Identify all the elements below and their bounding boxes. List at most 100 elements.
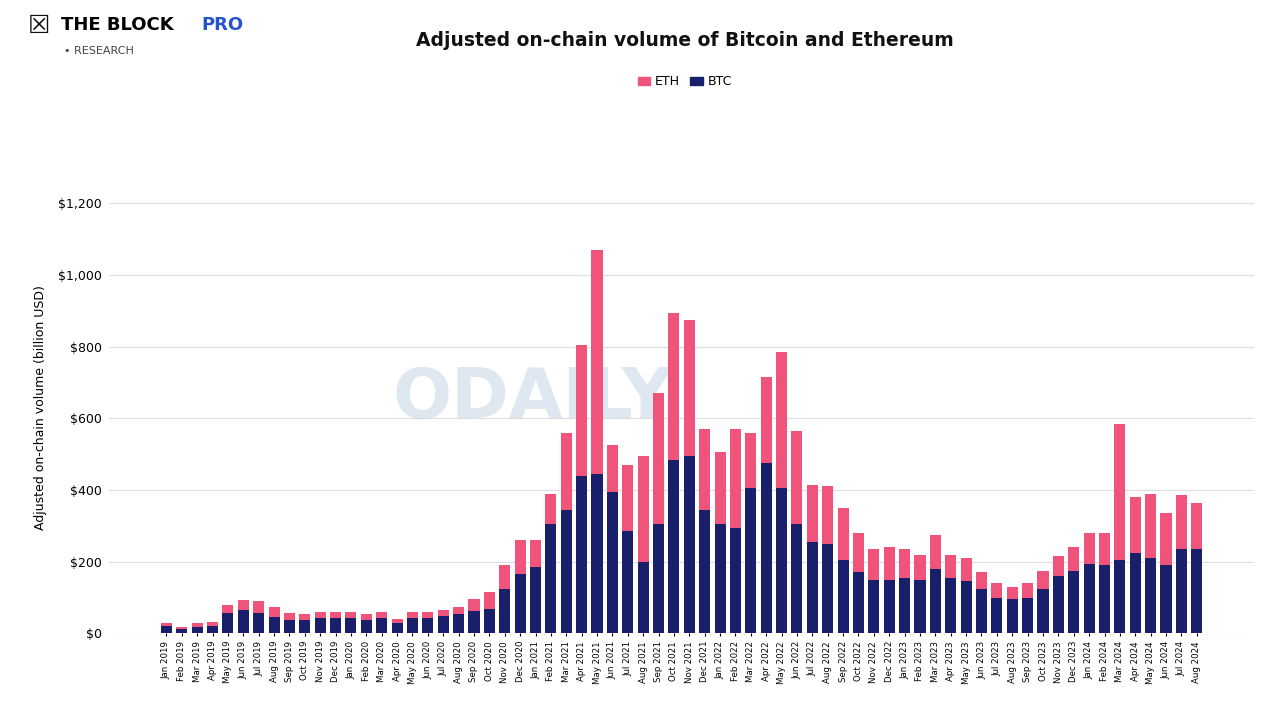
- Bar: [1006, 587, 1018, 599]
- Bar: [899, 549, 910, 578]
- Bar: [975, 572, 987, 588]
- Bar: [730, 430, 741, 528]
- Bar: [591, 250, 603, 474]
- Bar: [1023, 583, 1033, 598]
- Bar: [1130, 497, 1140, 553]
- Bar: [791, 524, 803, 633]
- Bar: [223, 605, 233, 612]
- Bar: [561, 510, 572, 633]
- Bar: [376, 618, 388, 633]
- Y-axis label: Adjusted on-chain volume (billion USD): Adjusted on-chain volume (billion USD): [33, 285, 47, 530]
- Bar: [868, 579, 879, 633]
- Bar: [207, 626, 218, 633]
- Bar: [392, 619, 403, 623]
- Bar: [361, 620, 372, 633]
- Bar: [361, 614, 372, 620]
- Bar: [499, 588, 511, 633]
- Bar: [576, 345, 588, 475]
- Bar: [1053, 556, 1064, 576]
- Bar: [1115, 424, 1125, 560]
- Bar: [1038, 571, 1048, 588]
- Bar: [699, 430, 710, 510]
- Bar: [822, 544, 833, 633]
- Bar: [975, 588, 987, 633]
- Bar: [1176, 496, 1187, 549]
- Bar: [1192, 502, 1202, 549]
- Legend: ETH, BTC: ETH, BTC: [637, 76, 732, 88]
- Bar: [1176, 549, 1187, 633]
- Bar: [699, 510, 710, 633]
- Bar: [883, 579, 895, 633]
- Bar: [484, 592, 495, 609]
- Bar: [284, 620, 294, 633]
- Text: THE BLOCK: THE BLOCK: [61, 17, 180, 34]
- Bar: [300, 614, 310, 620]
- Bar: [346, 612, 357, 618]
- Bar: [223, 612, 233, 633]
- Bar: [422, 618, 434, 633]
- Bar: [991, 583, 1002, 598]
- Bar: [622, 531, 634, 633]
- Bar: [315, 612, 325, 618]
- Bar: [515, 574, 526, 633]
- Bar: [806, 542, 818, 633]
- Bar: [791, 431, 803, 524]
- Bar: [253, 601, 264, 612]
- Bar: [269, 617, 279, 633]
- Bar: [238, 600, 248, 610]
- Bar: [837, 560, 849, 633]
- Bar: [499, 566, 511, 588]
- Text: ☒: ☒: [28, 14, 50, 37]
- Bar: [899, 578, 910, 633]
- Bar: [1006, 599, 1018, 633]
- Bar: [1161, 513, 1171, 566]
- Bar: [837, 508, 849, 560]
- Bar: [330, 618, 340, 633]
- Bar: [238, 610, 248, 633]
- Bar: [576, 475, 588, 633]
- Bar: [684, 320, 695, 456]
- Bar: [1192, 549, 1202, 633]
- Bar: [622, 465, 634, 531]
- Bar: [1130, 553, 1140, 633]
- Bar: [929, 535, 941, 569]
- Bar: [284, 613, 294, 620]
- Bar: [760, 377, 772, 463]
- Bar: [1100, 566, 1110, 633]
- Bar: [530, 567, 541, 633]
- Bar: [914, 555, 925, 579]
- Bar: [438, 616, 449, 633]
- Text: Adjusted on-chain volume of Bitcoin and Ethereum: Adjusted on-chain volume of Bitcoin and …: [416, 31, 954, 50]
- Bar: [453, 614, 465, 633]
- Bar: [1146, 558, 1156, 633]
- Text: ODAILY: ODAILY: [393, 365, 673, 432]
- Bar: [1023, 598, 1033, 633]
- Bar: [1100, 533, 1110, 566]
- Bar: [407, 618, 419, 633]
- Bar: [530, 540, 541, 567]
- Bar: [161, 626, 172, 633]
- Bar: [1115, 560, 1125, 633]
- Bar: [945, 578, 956, 633]
- Bar: [207, 622, 218, 626]
- Bar: [1069, 547, 1079, 571]
- Bar: [730, 528, 741, 633]
- Bar: [177, 629, 187, 633]
- Bar: [453, 607, 465, 614]
- Bar: [161, 622, 172, 626]
- Bar: [468, 611, 480, 633]
- Bar: [392, 623, 403, 633]
- Bar: [269, 607, 279, 617]
- Bar: [668, 459, 680, 633]
- Bar: [561, 432, 572, 510]
- Bar: [637, 456, 649, 562]
- Bar: [684, 456, 695, 633]
- Bar: [376, 612, 388, 618]
- Bar: [776, 488, 787, 633]
- Bar: [914, 579, 925, 633]
- Bar: [776, 352, 787, 488]
- Bar: [745, 432, 756, 488]
- Bar: [515, 540, 526, 574]
- Text: PRO: PRO: [201, 17, 243, 34]
- Bar: [1146, 494, 1156, 558]
